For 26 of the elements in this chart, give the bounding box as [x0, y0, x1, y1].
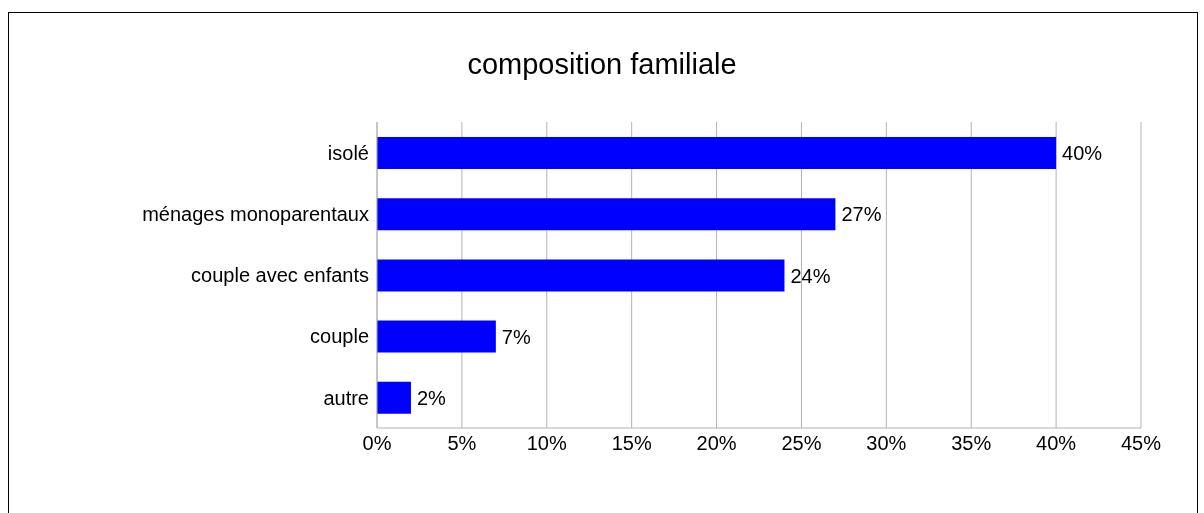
- x-tick-label: 25%: [781, 432, 822, 455]
- data-label: 2%: [416, 386, 447, 409]
- x-tick-label: 15%: [611, 432, 652, 455]
- bar: [377, 137, 1057, 169]
- x-tick-label: 30%: [866, 432, 907, 455]
- bar: [377, 198, 836, 231]
- x-tick-label: 45%: [1120, 432, 1162, 455]
- y-tick-label: isolé: [327, 141, 369, 164]
- data-label: 27%: [841, 203, 882, 226]
- x-tick-label: 40%: [1036, 432, 1077, 455]
- bar: [377, 259, 785, 292]
- y-tick-label: couple: [310, 325, 369, 348]
- y-tick-label: autre: [323, 386, 369, 409]
- x-tick-label: 0%: [362, 432, 392, 455]
- bar: [377, 381, 411, 414]
- bar: [377, 320, 496, 353]
- x-tick-label: 20%: [696, 432, 737, 455]
- data-label: 40%: [1062, 142, 1103, 165]
- x-tick-label: 35%: [951, 432, 992, 455]
- chart-title: composition familiale: [466, 48, 738, 81]
- y-tick-label: ménages monoparentaux: [142, 202, 369, 225]
- x-tick-label: 5%: [447, 432, 477, 455]
- x-tick-label: 10%: [526, 432, 568, 455]
- data-label: 24%: [790, 264, 831, 287]
- data-label: 7%: [501, 325, 531, 348]
- y-tick-label: couple avec enfants: [191, 264, 369, 287]
